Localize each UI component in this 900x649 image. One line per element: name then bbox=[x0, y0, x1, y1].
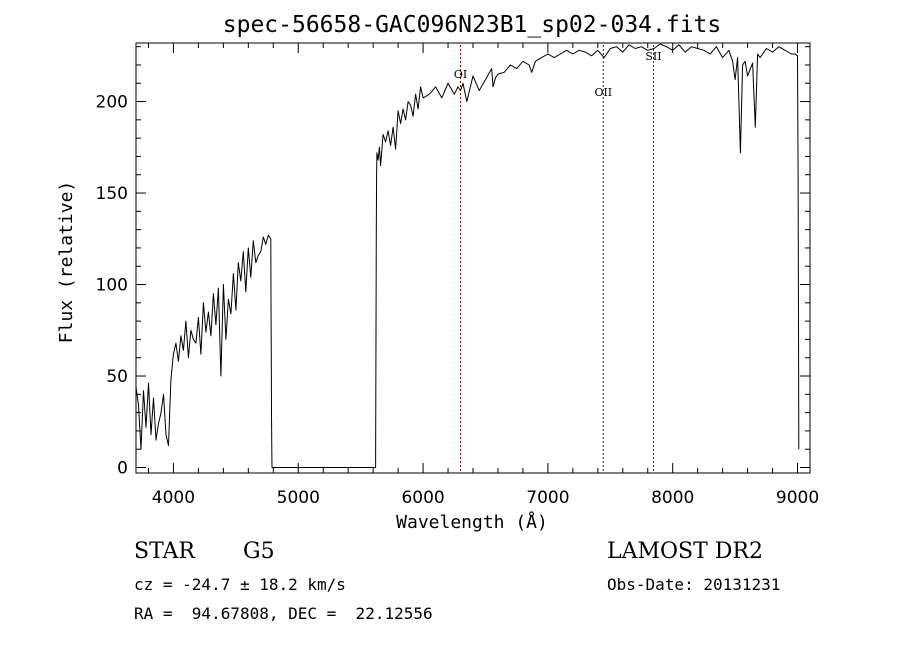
x-tick-label-5000: 5000 bbox=[277, 488, 320, 508]
y-axis-ticks: 0 50 100 150 200 bbox=[96, 46, 810, 479]
chart-title: spec-56658-GAC096N23B1_sp02-034.fits bbox=[223, 12, 722, 38]
y-axis-label: Flux (relative) bbox=[56, 181, 77, 344]
y-tick-label-200: 200 bbox=[96, 93, 128, 113]
survey-label: LAMOST DR2 bbox=[607, 539, 763, 564]
redshift-velocity: cz = -24.7 ± 18.2 km/s bbox=[134, 575, 346, 594]
x-tick-label-8000: 8000 bbox=[651, 488, 694, 508]
x-axis-label: Wavelength (Å) bbox=[396, 511, 548, 533]
object-class: STAR bbox=[134, 539, 195, 564]
x-tick-label-6000: 6000 bbox=[401, 488, 444, 508]
coordinates: RA = 94.67808, DEC = 22.12556 bbox=[134, 604, 433, 623]
reference-lines: OI OII SII bbox=[454, 45, 662, 473]
plot-frame bbox=[135, 42, 811, 474]
y-tick-label-100: 100 bbox=[96, 276, 128, 296]
y-tick-label-150: 150 bbox=[96, 184, 128, 204]
y-tick-label-50: 50 bbox=[106, 367, 128, 387]
x-tick-label-9000: 9000 bbox=[776, 488, 819, 508]
x-axis-ticks: 4000 5000 6000 7000 8000 9000 bbox=[147, 43, 819, 508]
x-tick-label-4000: 4000 bbox=[152, 488, 195, 508]
reference-label-sii: SII bbox=[645, 50, 661, 63]
object-subclass: G5 bbox=[243, 539, 275, 564]
y-tick-label-0: 0 bbox=[117, 459, 128, 479]
spectrum-line bbox=[135, 43, 800, 468]
reference-label-oi: OI bbox=[454, 68, 467, 81]
reference-label-oii: OII bbox=[594, 86, 612, 99]
x-tick-label-7000: 7000 bbox=[526, 488, 569, 508]
observation-date: Obs-Date: 20131231 bbox=[607, 575, 781, 594]
